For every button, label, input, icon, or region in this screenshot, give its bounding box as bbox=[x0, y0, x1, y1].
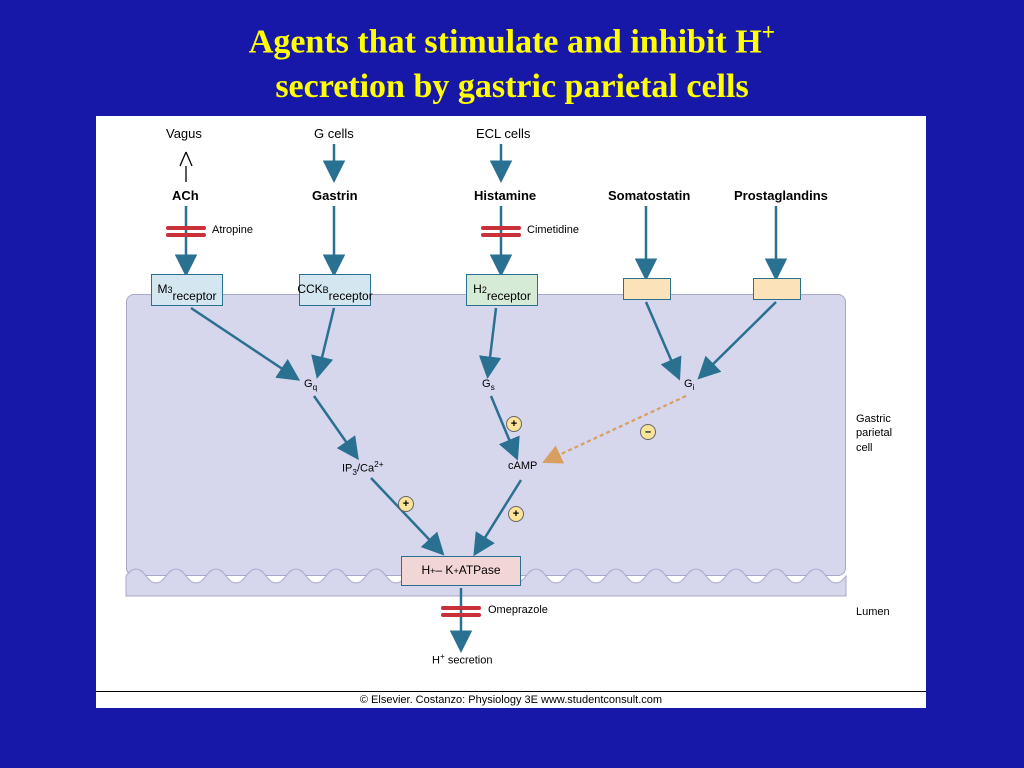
box-m3: M3receptor bbox=[151, 274, 223, 306]
label-ach: ACh bbox=[172, 188, 199, 203]
label-somatostatin: Somatostatin bbox=[608, 188, 690, 203]
label-ecl: ECL cells bbox=[476, 126, 530, 141]
label-parietal: Gastricparietalcell bbox=[856, 412, 892, 455]
box-prosta bbox=[753, 278, 801, 300]
label-gq: Gq bbox=[304, 378, 317, 392]
title-sup: + bbox=[762, 20, 776, 46]
box-cckb: CCKBreceptor bbox=[299, 274, 371, 306]
label-hsecretion: H+ secretion bbox=[432, 652, 492, 667]
label-camp: cAMP bbox=[508, 460, 537, 472]
box-somato bbox=[623, 278, 671, 300]
label-histamine: Histamine bbox=[474, 188, 536, 203]
diagram-panel: Vagus G cells ECL cells ACh Gastrin Hist… bbox=[96, 116, 926, 708]
credit-line: © Elsevier. Costanzo: Physiology 3E www.… bbox=[96, 691, 926, 706]
box-h2: H2receptor bbox=[466, 274, 538, 306]
label-gi: Gi bbox=[684, 378, 694, 392]
label-prostaglandins: Prostaglandins bbox=[734, 188, 828, 203]
label-omeprazole: Omeprazole bbox=[488, 604, 548, 616]
label-atropine: Atropine bbox=[212, 224, 253, 236]
title-line1: Agents that stimulate and inhibit H bbox=[249, 23, 762, 60]
label-ip3: IP3/Ca2+ bbox=[342, 460, 384, 477]
title-line2: secretion by gastric parietal cells bbox=[275, 68, 748, 105]
label-lumen: Lumen bbox=[856, 606, 890, 618]
label-gcells: G cells bbox=[314, 126, 354, 141]
label-gs: Gs bbox=[482, 378, 495, 392]
membrane-svg bbox=[96, 116, 926, 708]
minus-icon: – bbox=[640, 424, 656, 440]
label-gastrin: Gastrin bbox=[312, 188, 358, 203]
plus-icon: + bbox=[398, 496, 414, 512]
plus-icon: + bbox=[506, 416, 522, 432]
page-title: Agents that stimulate and inhibit H+ sec… bbox=[0, 0, 1024, 117]
label-vagus: Vagus bbox=[166, 126, 202, 141]
plus-icon: + bbox=[508, 506, 524, 522]
box-atpase: H+– K+ ATPase bbox=[401, 556, 521, 586]
label-cimetidine: Cimetidine bbox=[527, 224, 579, 236]
